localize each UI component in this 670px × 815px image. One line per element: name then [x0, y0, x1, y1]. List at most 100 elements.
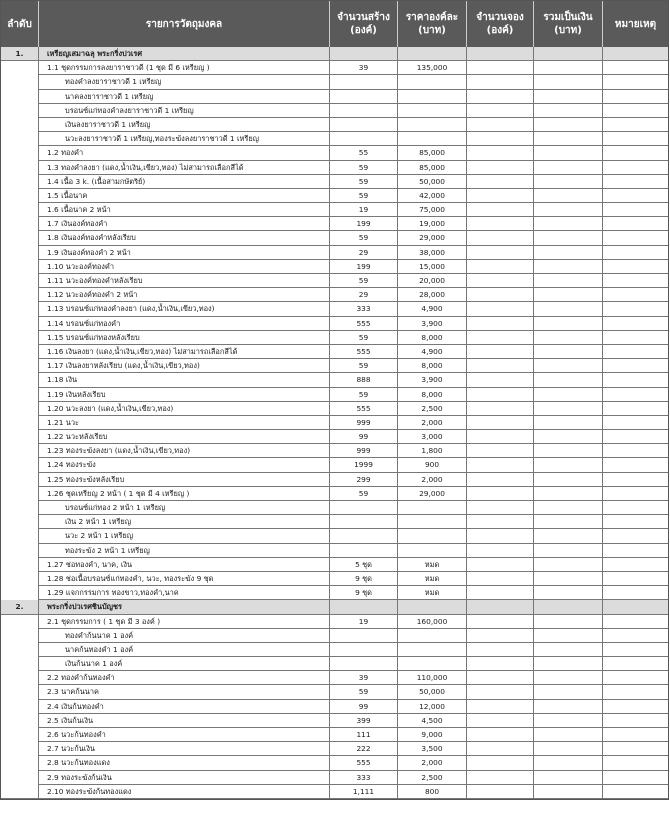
reserved-qty-cell: [467, 458, 534, 473]
remarks-cell: [603, 785, 668, 799]
number-cell: [1, 188, 39, 204]
unit-price: 1,800: [398, 444, 467, 459]
item-name: 1.4 เนื้อ 3 k. (เนื้อสามกษัตริย์): [39, 174, 330, 189]
item-row: 2.4 เงินก้นทองคำ 99 12,000: [1, 699, 668, 714]
item-row: 1.26 ชุดเหรียญ 2 หน้า ( 1 ชุด มี 4 เหรีย…: [1, 486, 668, 501]
section-title: พระกริ่งปวเรศชินบัญชร: [39, 600, 330, 615]
sub-item-row: นาคก้นทองคำ 1 องค์: [1, 642, 668, 658]
number-cell: [1, 274, 39, 289]
number-cell: [1, 529, 39, 544]
quantity-made: [330, 657, 398, 672]
remarks-cell: [603, 118, 668, 133]
item-row: 1.8 เงินองค์ทองคำหลังเรียบ 59 29,000: [1, 231, 668, 246]
total-cell: [534, 344, 603, 360]
remarks-cell: [603, 558, 668, 572]
empty-cell: [330, 47, 398, 62]
reserved-qty-cell: [467, 728, 534, 743]
total-cell: [534, 784, 603, 799]
unit-price: 85,000: [398, 160, 467, 175]
reserved-qty-cell: [467, 344, 534, 360]
quantity-made: 555: [330, 401, 398, 416]
item-row: 2.2 ทองคำก้นทองคำ 39 110,000: [1, 671, 668, 686]
item-name: 1.16 เงินลงยา (แดง,น้ำเงิน,เขียว,ทอง) ไม…: [39, 344, 330, 360]
number-cell: [1, 259, 39, 274]
number-cell: [1, 557, 39, 572]
remarks-cell: [603, 529, 668, 544]
total-cell: [534, 401, 603, 416]
item-row: 1.24 ทองระฆัง 1999 900: [1, 458, 668, 473]
remarks-cell: [603, 742, 668, 757]
reserved-qty-cell: [467, 160, 534, 175]
total-cell: [534, 415, 603, 431]
quantity-made: [330, 543, 398, 558]
remarks-cell: [603, 515, 668, 530]
reserved-qty-cell: [467, 628, 534, 643]
remarks-cell: [603, 728, 668, 743]
remarks-cell: [603, 146, 668, 161]
header-item: รายการวัตถุมงคล: [39, 1, 330, 47]
remarks-cell: [603, 61, 668, 76]
item-row: 1.23 ทองระฆังลงยา (แดง,น้ำเงิน,เขียว,ทอง…: [1, 444, 668, 459]
quantity-made: [330, 117, 398, 133]
total-cell: [534, 117, 603, 133]
number-cell: [1, 671, 39, 686]
quantity-made: 59: [330, 174, 398, 189]
total-cell: [534, 557, 603, 572]
total-cell: [534, 628, 603, 643]
number-cell: [1, 288, 39, 303]
item-row: 1.12 นวะองค์ทองคำ 2 หน้า 29 28,000: [1, 288, 668, 303]
quantity-made: 555: [330, 316, 398, 331]
total-cell: [534, 444, 603, 459]
unit-price: 8,000: [398, 330, 467, 345]
unit-price: 4,500: [398, 713, 467, 728]
total-cell: [534, 728, 603, 743]
reserved-qty-cell: [467, 784, 534, 799]
number-cell: [1, 444, 39, 459]
reserved-qty-cell: [467, 557, 534, 572]
remarks-cell: [603, 444, 668, 459]
item-row: 1.1 ชุดกรรมการลงยาราชาวดี (1 ชุด มี 6 เห…: [1, 61, 668, 76]
remarks-cell: [603, 700, 668, 714]
section-title: เหรียญเสมาฉลุ พระกริ่งปวเรศ: [39, 47, 330, 62]
total-cell: [534, 160, 603, 175]
item-row: 2.9 ทองระฆังก้นเงิน 333 2,500: [1, 770, 668, 785]
empty-cell: [330, 600, 398, 615]
quantity-made: 39: [330, 671, 398, 686]
reserved-qty-cell: [467, 132, 534, 147]
remarks-cell: [603, 629, 668, 643]
total-cell: [534, 543, 603, 558]
total-cell: [534, 671, 603, 686]
remarks-cell: [603, 217, 668, 232]
unit-price: [398, 628, 467, 643]
total-cell: [534, 586, 603, 601]
item-name: เงิน 2 หน้า 1 เหรียญ: [39, 515, 330, 530]
unit-price: 160,000: [398, 614, 467, 629]
reserved-qty-cell: [467, 61, 534, 76]
quantity-made: [330, 75, 398, 90]
item-name: 2.6 นวะก้นทองคำ: [39, 728, 330, 743]
number-cell: [1, 132, 39, 147]
quantity-made: [330, 501, 398, 516]
remarks-cell: [603, 75, 668, 90]
number-cell: [1, 486, 39, 501]
total-cell: [534, 486, 603, 501]
unit-price: [398, 117, 467, 133]
total-cell: [534, 146, 603, 161]
number-cell: [1, 401, 39, 416]
sub-item-row: นวะลงยาราชาวดี 1 เหรียญ,ทองระฆังลงยาราชา…: [1, 132, 668, 147]
quantity-made: 299: [330, 472, 398, 487]
remarks-cell: [603, 388, 668, 402]
quantity-made: 19: [330, 614, 398, 629]
quantity-made: 29: [330, 288, 398, 303]
item-name: 1.1 ชุดกรรมการลงยาราชาวดี (1 ชุด มี 6 เห…: [39, 61, 330, 76]
number-cell: [1, 628, 39, 643]
empty-cell: [603, 600, 668, 615]
unit-price: 29,000: [398, 486, 467, 501]
item-name: 1.22 นวะหลังเรียบ: [39, 430, 330, 445]
item-row: 1.16 เงินลงยา (แดง,น้ำเงิน,เขียว,ทอง) ไม…: [1, 344, 668, 360]
item-name: 2.3 นาคก้นนาค: [39, 685, 330, 700]
remarks-cell: [603, 260, 668, 274]
total-cell: [534, 756, 603, 771]
unit-price: 4,900: [398, 344, 467, 360]
item-row: 2.3 นาคก้นนาค 59 50,000: [1, 685, 668, 700]
